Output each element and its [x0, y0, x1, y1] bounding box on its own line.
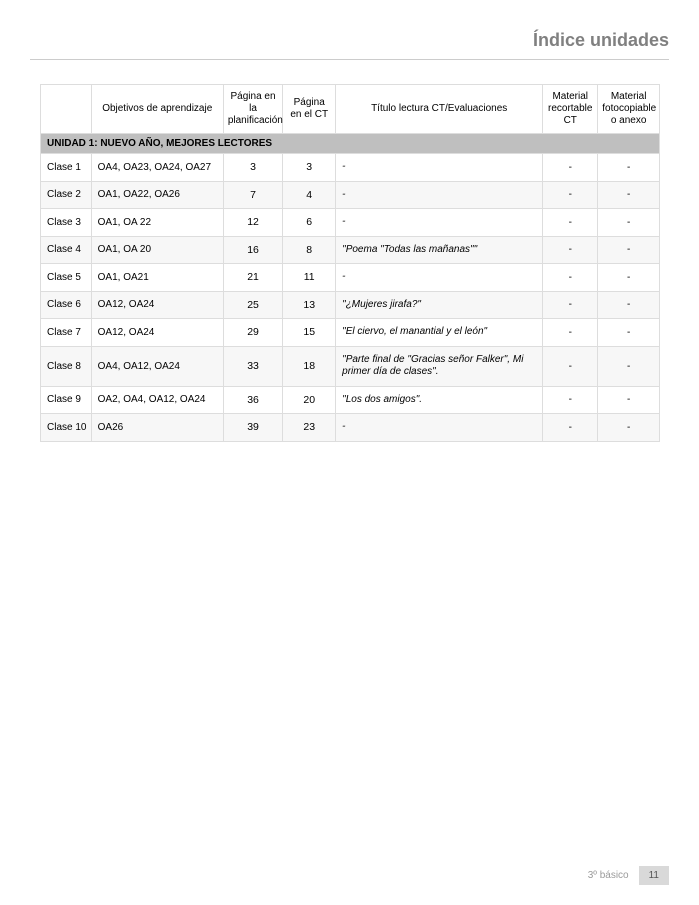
th-pag-ct: Página en el CT — [283, 85, 336, 134]
cell-obj: OA4, OA23, OA24, OA27 — [91, 154, 223, 182]
cell-titulo: "¿Mujeres jirafa?" — [336, 291, 543, 319]
cell-mat_fot: - — [598, 236, 660, 264]
cell-mat_rec: - — [543, 291, 598, 319]
cell-mat_rec: - — [543, 154, 598, 182]
th-pag-plan: Página en la planificación — [223, 85, 282, 134]
table-body: UNIDAD 1: NUEVO AÑO, MEJORES LECTORES Cl… — [41, 134, 660, 442]
cell-mat_fot: - — [598, 209, 660, 237]
cell-mat_fot: - — [598, 264, 660, 292]
cell-mat_fot: - — [598, 319, 660, 347]
footer-page-number: 11 — [639, 866, 669, 885]
unit-header-row: UNIDAD 1: NUEVO AÑO, MEJORES LECTORES — [41, 134, 660, 154]
th-mat-rec: Material recortable CT — [543, 85, 598, 134]
cell-pag_ct: 20 — [283, 386, 336, 414]
cell-pag_ct: 8 — [283, 236, 336, 264]
table-row: Clase 2OA1, OA22, OA2674--- — [41, 181, 660, 209]
cell-mat_rec: - — [543, 346, 598, 386]
units-table: Objetivos de aprendizaje Página en la pl… — [40, 84, 660, 442]
cell-obj: OA4, OA12, OA24 — [91, 346, 223, 386]
cell-obj: OA12, OA24 — [91, 291, 223, 319]
cell-obj: OA1, OA22, OA26 — [91, 181, 223, 209]
cell-pag_plan: 36 — [223, 386, 282, 414]
cell-pag_ct: 18 — [283, 346, 336, 386]
cell-pag_plan: 12 — [223, 209, 282, 237]
cell-mat_fot: - — [598, 414, 660, 442]
cell-mat_rec: - — [543, 264, 598, 292]
cell-clase: Clase 8 — [41, 346, 92, 386]
table-row: Clase 8OA4, OA12, OA243318"Parte final d… — [41, 346, 660, 386]
cell-clase: Clase 3 — [41, 209, 92, 237]
cell-obj: OA1, OA 22 — [91, 209, 223, 237]
cell-pag_plan: 3 — [223, 154, 282, 182]
cell-mat_fot: - — [598, 291, 660, 319]
cell-titulo: - — [336, 181, 543, 209]
cell-obj: OA12, OA24 — [91, 319, 223, 347]
cell-titulo: "Poema "Todas las mañanas"" — [336, 236, 543, 264]
cell-pag_plan: 7 — [223, 181, 282, 209]
table-row: Clase 5OA1, OA212111--- — [41, 264, 660, 292]
cell-pag_plan: 21 — [223, 264, 282, 292]
cell-titulo: - — [336, 209, 543, 237]
cell-pag_ct: 23 — [283, 414, 336, 442]
cell-clase: Clase 5 — [41, 264, 92, 292]
table-row: Clase 1OA4, OA23, OA24, OA2733--- — [41, 154, 660, 182]
cell-clase: Clase 2 — [41, 181, 92, 209]
cell-titulo: - — [336, 154, 543, 182]
table-row: Clase 6OA12, OA242513"¿Mujeres jirafa?"-… — [41, 291, 660, 319]
cell-obj: OA2, OA4, OA12, OA24 — [91, 386, 223, 414]
cell-clase: Clase 4 — [41, 236, 92, 264]
cell-mat_rec: - — [543, 414, 598, 442]
cell-titulo: - — [336, 414, 543, 442]
cell-pag_plan: 33 — [223, 346, 282, 386]
cell-pag_plan: 16 — [223, 236, 282, 264]
cell-clase: Clase 10 — [41, 414, 92, 442]
table-row: Clase 4OA1, OA 20168"Poema "Todas las ma… — [41, 236, 660, 264]
cell-clase: Clase 1 — [41, 154, 92, 182]
cell-mat_fot: - — [598, 181, 660, 209]
footer-grade: 3º básico — [588, 870, 639, 881]
cell-pag_ct: 11 — [283, 264, 336, 292]
cell-mat_fot: - — [598, 386, 660, 414]
th-mat-fot: Material fotocopiable o anexo — [598, 85, 660, 134]
cell-titulo: "Parte final de "Gracias señor Falker", … — [336, 346, 543, 386]
cell-clase: Clase 9 — [41, 386, 92, 414]
cell-pag_ct: 15 — [283, 319, 336, 347]
th-objetivos: Objetivos de aprendizaje — [91, 85, 223, 134]
page-title: Índice unidades — [30, 30, 669, 60]
cell-obj: OA1, OA 20 — [91, 236, 223, 264]
cell-mat_fot: - — [598, 346, 660, 386]
cell-mat_rec: - — [543, 209, 598, 237]
cell-mat_rec: - — [543, 386, 598, 414]
cell-pag_ct: 6 — [283, 209, 336, 237]
cell-pag_ct: 13 — [283, 291, 336, 319]
cell-mat_rec: - — [543, 319, 598, 347]
cell-pag_plan: 39 — [223, 414, 282, 442]
page-footer: 3º básico 11 — [588, 866, 669, 885]
cell-clase: Clase 7 — [41, 319, 92, 347]
table-row: Clase 3OA1, OA 22126--- — [41, 209, 660, 237]
cell-pag_ct: 4 — [283, 181, 336, 209]
th-titulo: Título lectura CT/Evaluaciones — [336, 85, 543, 134]
table-container: Objetivos de aprendizaje Página en la pl… — [30, 84, 669, 442]
table-row: Clase 9OA2, OA4, OA12, OA243620"Los dos … — [41, 386, 660, 414]
unit-header-cell: UNIDAD 1: NUEVO AÑO, MEJORES LECTORES — [41, 134, 660, 154]
cell-obj: OA26 — [91, 414, 223, 442]
cell-mat_rec: - — [543, 236, 598, 264]
th-clase — [41, 85, 92, 134]
cell-pag_plan: 29 — [223, 319, 282, 347]
cell-mat_fot: - — [598, 154, 660, 182]
page-container: Índice unidades Objetivos de aprendizaje… — [0, 0, 699, 905]
table-row: Clase 10OA263923--- — [41, 414, 660, 442]
cell-titulo: "El ciervo, el manantial y el león" — [336, 319, 543, 347]
cell-pag_ct: 3 — [283, 154, 336, 182]
cell-pag_plan: 25 — [223, 291, 282, 319]
cell-mat_rec: - — [543, 181, 598, 209]
cell-titulo: "Los dos amigos". — [336, 386, 543, 414]
cell-clase: Clase 6 — [41, 291, 92, 319]
cell-titulo: - — [336, 264, 543, 292]
table-head: Objetivos de aprendizaje Página en la pl… — [41, 85, 660, 134]
cell-obj: OA1, OA21 — [91, 264, 223, 292]
table-row: Clase 7OA12, OA242915"El ciervo, el mana… — [41, 319, 660, 347]
